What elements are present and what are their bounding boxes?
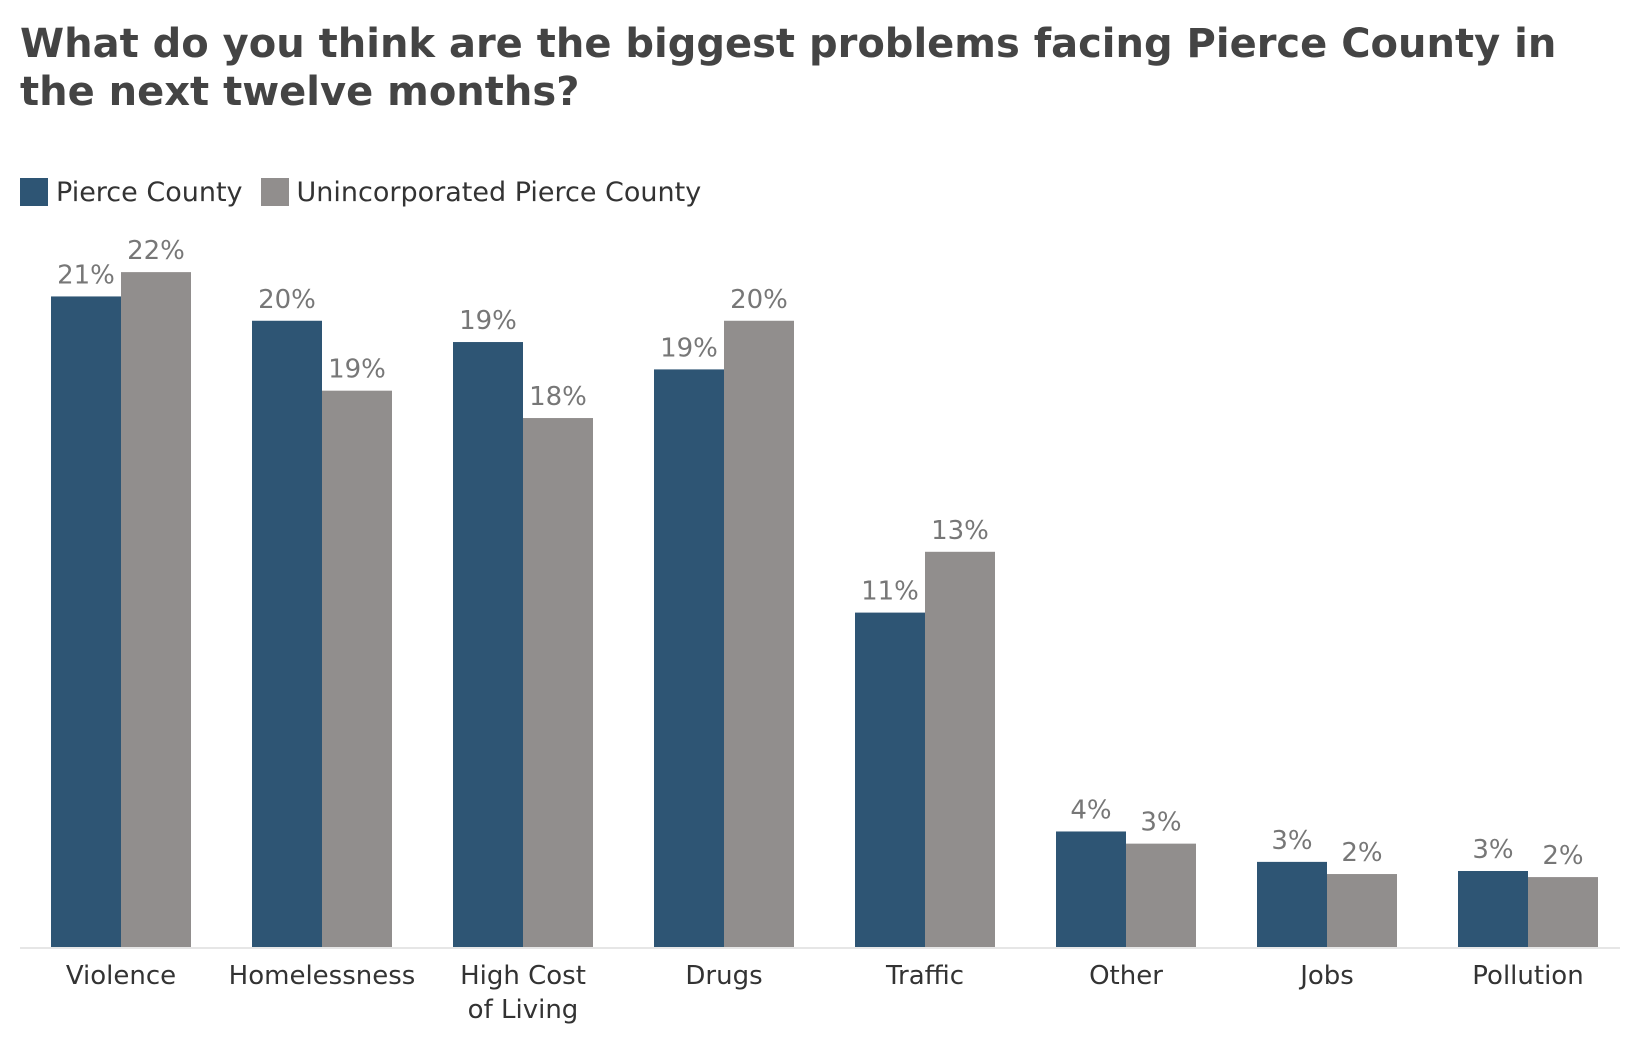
data-label-drugs-unincorporated-pierce-county: 20% — [730, 285, 788, 315]
x-tick-label-homelessness: Homelessness — [229, 961, 416, 991]
bar-drugs-unincorporated-pierce-county — [724, 320, 794, 947]
x-tick-label-drugs: Drugs — [685, 961, 762, 991]
legend-label-unincorporated-pierce-county: Unincorporated Pierce County — [296, 176, 702, 208]
data-label-pollution-pierce-county: 3% — [1472, 835, 1513, 865]
x-tick-label-traffic: Traffic — [885, 961, 964, 991]
x-tick-label-other: Other — [1089, 961, 1163, 991]
data-label-traffic-unincorporated-pierce-county: 13% — [931, 516, 989, 546]
data-label-jobs-pierce-county: 3% — [1271, 826, 1312, 856]
bar-high-cost-of-living-pierce-county — [453, 342, 523, 947]
data-label-drugs-pierce-county: 19% — [660, 333, 718, 363]
bar-homelessness-unincorporated-pierce-county — [322, 390, 392, 947]
data-label-violence-unincorporated-pierce-county: 22% — [127, 236, 185, 266]
bar-traffic-unincorporated-pierce-county — [925, 551, 995, 947]
bar-violence-unincorporated-pierce-county — [121, 272, 191, 947]
data-label-other-unincorporated-pierce-county: 3% — [1140, 808, 1181, 838]
bar-traffic-pierce-county — [855, 612, 925, 947]
data-label-homelessness-unincorporated-pierce-county: 19% — [328, 355, 386, 385]
bar-labels-group: 21% 22% 20% 19% 19% 18% 19% 20% 11% 13% 4% 3% 3% 2% 3%… — [57, 236, 1584, 871]
bar-violence-pierce-county — [51, 296, 121, 947]
bar-jobs-unincorporated-pierce-county — [1327, 874, 1397, 947]
legend-label-pierce-county: Pierce County — [56, 176, 243, 208]
bar-other-unincorporated-pierce-county — [1126, 843, 1196, 947]
legend-item-unincorporated-pierce-county: Unincorporated Pierce County — [260, 176, 702, 208]
data-label-high-cost-of-living-unincorporated-pierce-county: 18% — [529, 382, 587, 412]
data-label-traffic-pierce-county: 11% — [861, 577, 919, 607]
data-label-pollution-unincorporated-pierce-county: 2% — [1542, 841, 1583, 871]
legend-swatch-unincorporated-pierce-county — [260, 178, 289, 206]
legend-swatch-pierce-county — [20, 178, 48, 206]
data-label-violence-pierce-county: 21% — [57, 260, 115, 290]
x-tick-label-pollution: Pollution — [1472, 961, 1583, 991]
bar-high-cost-of-living-unincorporated-pierce-county — [523, 418, 593, 947]
data-label-high-cost-of-living-pierce-county: 19% — [459, 306, 517, 336]
bar-pollution-unincorporated-pierce-county — [1528, 877, 1598, 947]
data-label-homelessness-pierce-county: 20% — [258, 285, 316, 315]
bar-other-pierce-county — [1056, 831, 1126, 947]
data-label-other-pierce-county: 4% — [1070, 795, 1111, 825]
bar-drugs-pierce-county — [654, 369, 724, 947]
x-tick-label-violence: Violence — [66, 961, 176, 991]
legend-item-pierce-county: Pierce County — [20, 177, 243, 208]
x-tick-label-jobs: Jobs — [1298, 961, 1354, 991]
x-axis-ticks: Violence Homelessness High Cost of Living Dr… — [66, 961, 1584, 1025]
bars-group — [51, 272, 1598, 947]
legend: Pierce County Unincorporated Pierce Coun… — [20, 176, 719, 208]
chart-title: What do you think are the biggest proble… — [20, 21, 1557, 115]
data-label-jobs-unincorporated-pierce-county: 2% — [1341, 838, 1382, 868]
bar-jobs-pierce-county — [1257, 861, 1327, 947]
bar-pollution-pierce-county — [1458, 871, 1528, 947]
bar-homelessness-pierce-county — [252, 320, 322, 947]
x-tick-label-high-cost-of-living: High Cost of Living — [460, 961, 586, 1025]
